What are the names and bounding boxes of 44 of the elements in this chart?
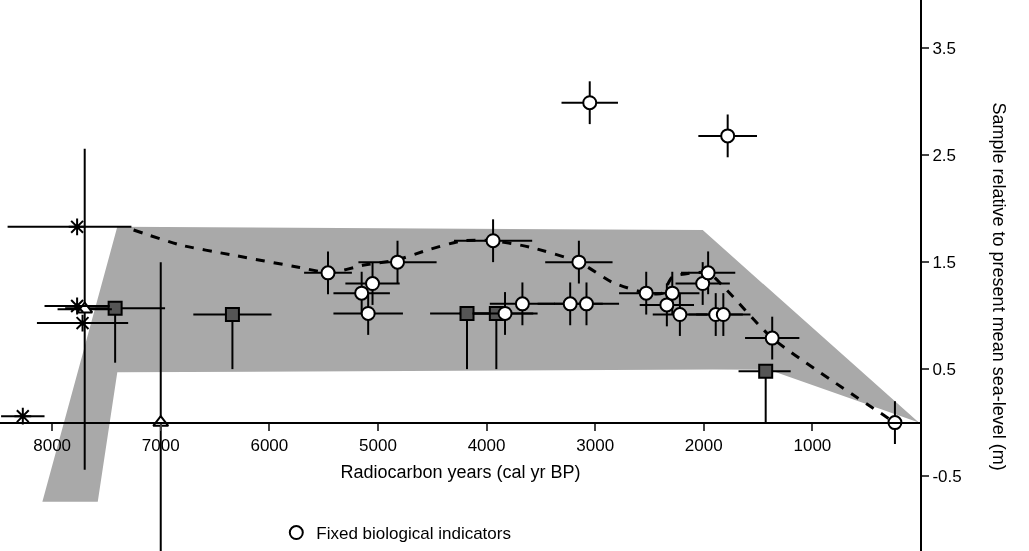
point <box>459 305 475 321</box>
point <box>107 300 123 316</box>
point <box>659 297 675 313</box>
point <box>485 233 501 249</box>
y-tick-label: 3.5 <box>932 39 957 59</box>
point <box>715 307 731 323</box>
legend-label: Fixed biological indicators <box>316 524 511 544</box>
point <box>73 313 92 333</box>
point <box>67 217 87 237</box>
x-tick-label: 3000 <box>576 436 615 456</box>
point <box>720 128 736 144</box>
point <box>354 285 370 301</box>
x-tick-label: 4000 <box>467 436 506 456</box>
point <box>497 305 513 321</box>
point <box>562 296 578 312</box>
point <box>67 296 87 316</box>
point <box>579 296 594 312</box>
x-tick-label: 5000 <box>359 436 397 456</box>
x-tick-label: 6000 <box>250 436 289 456</box>
y-tick-label: 0.5 <box>932 360 957 380</box>
point <box>758 363 774 379</box>
x-axis-title: Radiocarbon years (cal yr BP) <box>340 461 581 482</box>
point <box>365 276 381 292</box>
point <box>390 254 406 270</box>
x-tick-label: 8000 <box>33 436 72 456</box>
point <box>514 296 530 312</box>
point <box>672 307 688 323</box>
point <box>13 406 33 426</box>
y-tick-label: -0.5 <box>932 467 962 487</box>
point <box>695 276 711 292</box>
x-tick-label: 2000 <box>684 436 723 456</box>
y-tick-label: 2.5 <box>932 146 957 166</box>
y-tick-label: 1.5 <box>932 253 957 273</box>
point <box>582 95 598 111</box>
point <box>638 285 654 301</box>
point <box>320 265 336 281</box>
point <box>224 307 240 323</box>
point <box>360 305 376 321</box>
point <box>664 285 680 301</box>
x-tick-label: 1000 <box>793 436 832 456</box>
y-axis-title: Sample relative to present mean sea-level (m) <box>988 102 1009 471</box>
point <box>700 265 716 281</box>
point <box>764 330 780 346</box>
point <box>571 254 587 270</box>
